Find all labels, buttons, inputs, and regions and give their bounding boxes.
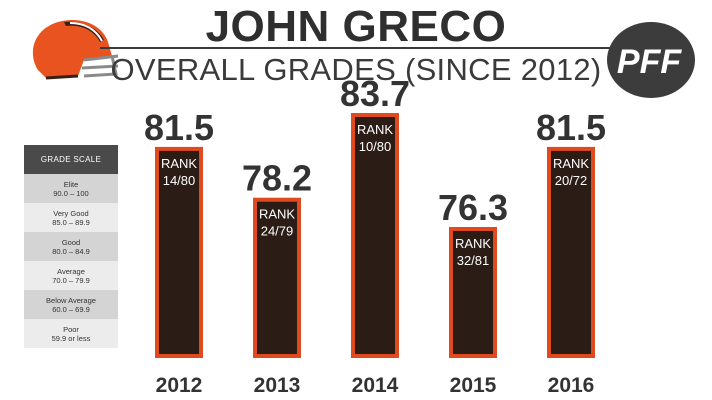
grade-scale-legend: GRADE SCALE Elite 90.0 – 100 Very Good 85.0…	[24, 145, 118, 348]
grade-scale-row: Poor 59.9 or less	[24, 319, 118, 348]
bar	[449, 226, 497, 358]
bar	[351, 113, 399, 358]
grade-scale-label: Average	[57, 266, 85, 276]
rank-heading: RANK	[161, 156, 197, 171]
bar-value-label: 76.3	[438, 187, 508, 228]
grade-scale-label: Poor	[63, 324, 79, 334]
bar	[547, 146, 595, 358]
rank-value: 32/81	[457, 253, 490, 268]
grade-scale-row: Good 80.0 – 84.9	[24, 232, 118, 261]
grade-scale-label: Good	[61, 237, 81, 247]
chart-subtitle: OVERALL GRADES (SINCE 2012)	[110, 52, 602, 87]
grade-scale-range: 80.0 – 84.9	[52, 246, 90, 256]
rank-heading: RANK	[553, 156, 589, 171]
rank-heading: RANK	[455, 236, 491, 251]
x-tick-label: 2015	[450, 374, 497, 397]
bar-value-label: 81.5	[536, 107, 606, 148]
bar	[155, 146, 203, 358]
grade-scale-range: 90.0 – 100	[53, 188, 89, 198]
x-tick-label: 2016	[548, 374, 595, 397]
grade-scale-label: Elite	[63, 179, 79, 189]
rank-heading: RANK	[357, 122, 393, 137]
page-title: JOHN GRECO	[205, 2, 507, 51]
x-tick-label: 2012	[156, 374, 203, 397]
bar-value-label: 78.2	[242, 158, 312, 199]
grade-scale-range: 60.0 – 69.9	[52, 304, 90, 314]
bar-value-label: 81.5	[144, 107, 214, 148]
grade-scale-label: Below Average	[46, 295, 96, 305]
football-helmet-icon	[32, 20, 119, 80]
rank-value: 20/72	[555, 173, 588, 188]
pff-logo-text: PFF	[617, 43, 682, 81]
rank-value: 10/80	[359, 139, 392, 154]
title-divider	[100, 47, 622, 49]
rank-value: 24/79	[261, 224, 294, 239]
grade-scale-rows: Elite 90.0 – 100 Very Good 85.0 – 89.9 Good 8…	[24, 174, 118, 348]
grade-scale-header: GRADE SCALE	[24, 145, 118, 174]
rank-heading: RANK	[259, 207, 295, 222]
x-tick-label: 2014	[352, 374, 399, 397]
grade-scale-row: Elite 90.0 – 100	[24, 174, 118, 203]
grade-scale-range: 85.0 – 89.9	[52, 217, 90, 227]
grade-scale-range: 59.9 or less	[51, 333, 91, 343]
rank-value: 14/80	[163, 173, 196, 188]
grade-scale-row: Below Average 60.0 – 69.9	[24, 290, 118, 319]
grade-scale-range: 70.0 – 79.9	[52, 275, 90, 285]
x-tick-label: 2013	[254, 374, 301, 397]
bar	[253, 197, 301, 358]
grade-scale-label: Very Good	[53, 208, 89, 218]
grade-scale-row: Very Good 85.0 – 89.9	[24, 203, 118, 232]
pff-football-logo-icon: PFF	[607, 22, 695, 98]
grade-scale-row: Average 70.0 – 79.9	[24, 261, 118, 290]
bar-value-label: 83.7	[340, 73, 410, 114]
